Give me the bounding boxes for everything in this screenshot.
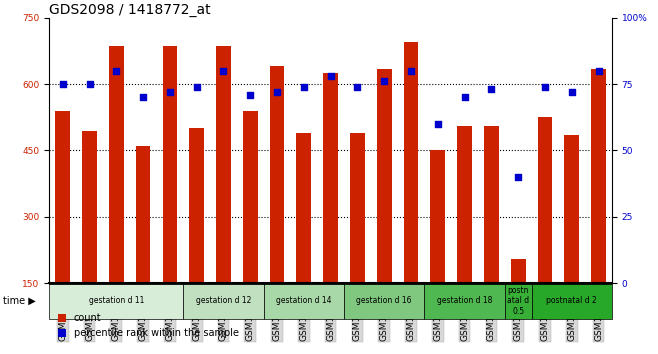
Point: [379, 79, 390, 84]
Point: [138, 95, 149, 100]
Text: postn
atal d
0.5: postn atal d 0.5: [507, 286, 529, 316]
Bar: [297, 133, 311, 283]
Bar: [484, 126, 499, 283]
Point: [245, 92, 255, 97]
Bar: [184, 283, 264, 319]
Point: [540, 84, 550, 90]
Bar: [350, 133, 365, 283]
Bar: [403, 42, 418, 283]
Point: [111, 68, 122, 74]
Bar: [532, 283, 612, 319]
Point: [352, 84, 363, 90]
Text: gestation d 16: gestation d 16: [357, 296, 412, 306]
Bar: [82, 131, 97, 283]
Bar: [216, 46, 231, 283]
Bar: [163, 46, 177, 283]
Bar: [243, 110, 258, 283]
Text: gestation d 18: gestation d 18: [437, 296, 492, 306]
Bar: [591, 69, 606, 283]
Text: postnatal d 2: postnatal d 2: [546, 296, 597, 306]
Bar: [457, 126, 472, 283]
Bar: [190, 128, 204, 283]
Text: gestation d 11: gestation d 11: [89, 296, 144, 306]
Bar: [136, 146, 151, 283]
Bar: [505, 283, 532, 319]
Point: [164, 89, 175, 95]
Bar: [344, 283, 424, 319]
Point: [299, 84, 309, 90]
Point: [432, 121, 443, 127]
Text: time ▶: time ▶: [3, 296, 36, 306]
Bar: [109, 46, 124, 283]
Point: [84, 81, 95, 87]
Bar: [565, 135, 579, 283]
Point: [406, 68, 417, 74]
Point: [57, 81, 68, 87]
Point: [594, 68, 604, 74]
Bar: [424, 283, 505, 319]
Point: [459, 95, 470, 100]
Legend: count, percentile rank within the sample: count, percentile rank within the sample: [54, 309, 243, 342]
Bar: [55, 110, 70, 283]
Point: [272, 89, 282, 95]
Text: gestation d 14: gestation d 14: [276, 296, 332, 306]
Bar: [377, 69, 392, 283]
Bar: [538, 117, 552, 283]
Point: [191, 84, 202, 90]
Bar: [323, 73, 338, 283]
Point: [218, 68, 229, 74]
Point: [325, 73, 336, 79]
Bar: [430, 150, 445, 283]
Bar: [270, 67, 284, 283]
Bar: [511, 259, 526, 283]
Bar: [49, 283, 184, 319]
Text: GDS2098 / 1418772_at: GDS2098 / 1418772_at: [49, 3, 211, 17]
Point: [567, 89, 577, 95]
Point: [513, 174, 524, 180]
Point: [486, 86, 497, 92]
Text: gestation d 12: gestation d 12: [196, 296, 251, 306]
Bar: [264, 283, 344, 319]
